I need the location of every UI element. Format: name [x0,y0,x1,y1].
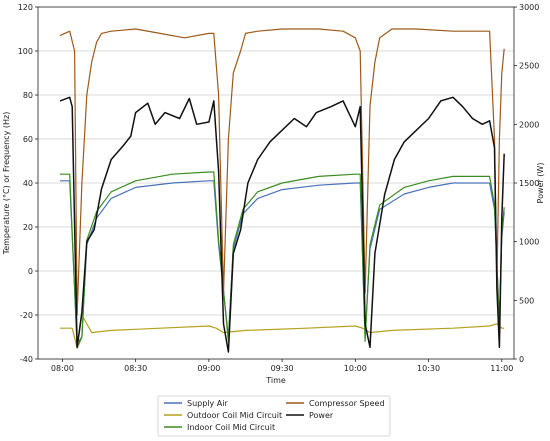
right-y-tick-label: 1000 [519,238,539,247]
right-y-tick-label: 2000 [519,120,539,129]
left-y-tick-label: 100 [18,47,33,56]
series-line-compressor-speed [59,28,505,316]
left-y-tick-label: 80 [23,91,33,100]
x-tick-label: 11:00 [490,364,513,373]
x-tick-label: 08:30 [124,364,147,373]
left-y-tick-label: 0 [28,267,33,276]
right-y-tick-label: 1500 [519,179,539,188]
left-y-tick-label: -20 [20,311,33,320]
right-y-axis-label: Power (W) [536,163,545,204]
left-y-tick-label: 60 [23,135,33,144]
right-y-tick-label: 0 [519,355,524,364]
series-line-outdoor-coil-mid-circuit [60,314,505,349]
left-y-tick-label: 20 [23,223,33,232]
left-y-tick-label: 40 [23,179,33,188]
legend-box [157,395,391,437]
right-y-tick-label: 2500 [519,62,539,71]
x-tick-label: 10:30 [417,364,440,373]
x-axis-ticks: 08:00 08:30 09:00 09:30 10:00 10:30 11:00 [51,359,513,373]
x-tick-label: 10:00 [344,364,367,373]
right-y-tick-label: 3000 [519,3,539,12]
right-y-tick-label: 500 [519,296,534,305]
left-y-tick-label: -40 [20,355,33,364]
series-line-supply-air [60,180,505,345]
series-layer [59,28,505,353]
series-line-indoor-coil-mid-circuit [60,171,505,349]
x-tick-label: 09:00 [197,364,220,373]
legend-label-compressor-speed: Compressor Speed [309,399,385,408]
left-y-axis-label: Temperature (°C) or Frequency (Hz) [2,112,11,256]
x-axis-label: Time [265,376,286,385]
right-y-axis-ticks: 0 500 1000 1500 2000 2500 3000 [514,3,539,364]
x-tick-label: 08:00 [51,364,74,373]
legend: Supply Air Outdoor Coil Mid Circuit Indoor… [157,395,391,437]
x-tick-label: 09:30 [271,364,294,373]
legend-label-outdoor-coil-mid-circuit: Outdoor Coil Mid Circuit [187,411,282,420]
series-line-power [59,96,505,353]
left-y-tick-label: 120 [18,3,33,12]
legend-label-power: Power [309,411,334,420]
legend-label-indoor-coil-mid-circuit: Indoor Coil Mid Circuit [187,423,275,432]
left-y-axis-ticks: -40 -20 0 20 40 60 80 100 120 [18,3,38,364]
grid [38,6,514,360]
legend-label-supply-air: Supply Air [187,399,229,408]
